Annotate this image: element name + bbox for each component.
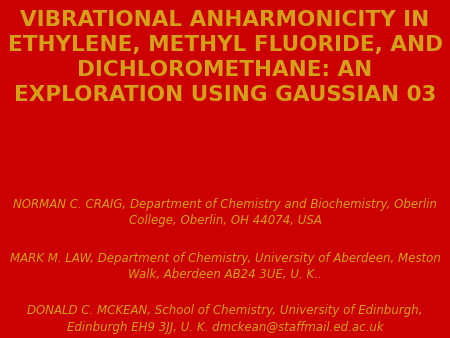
Text: NORMAN C. CRAIG, Department of Chemistry and Biochemistry, Oberlin
College, Ober: NORMAN C. CRAIG, Department of Chemistry… xyxy=(13,198,437,227)
Text: MARK M. LAW, Department of Chemistry, University of Aberdeen, Meston
Walk, Aberd: MARK M. LAW, Department of Chemistry, Un… xyxy=(9,252,441,281)
Text: VIBRATIONAL ANHARMONICITY IN
ETHYLENE, METHYL FLUORIDE, AND
DICHLOROMETHANE: AN
: VIBRATIONAL ANHARMONICITY IN ETHYLENE, M… xyxy=(8,10,442,104)
Text: DONALD C. MCKEAN, School of Chemistry, University of Edinburgh,
Edinburgh EH9 3J: DONALD C. MCKEAN, School of Chemistry, U… xyxy=(27,304,423,334)
